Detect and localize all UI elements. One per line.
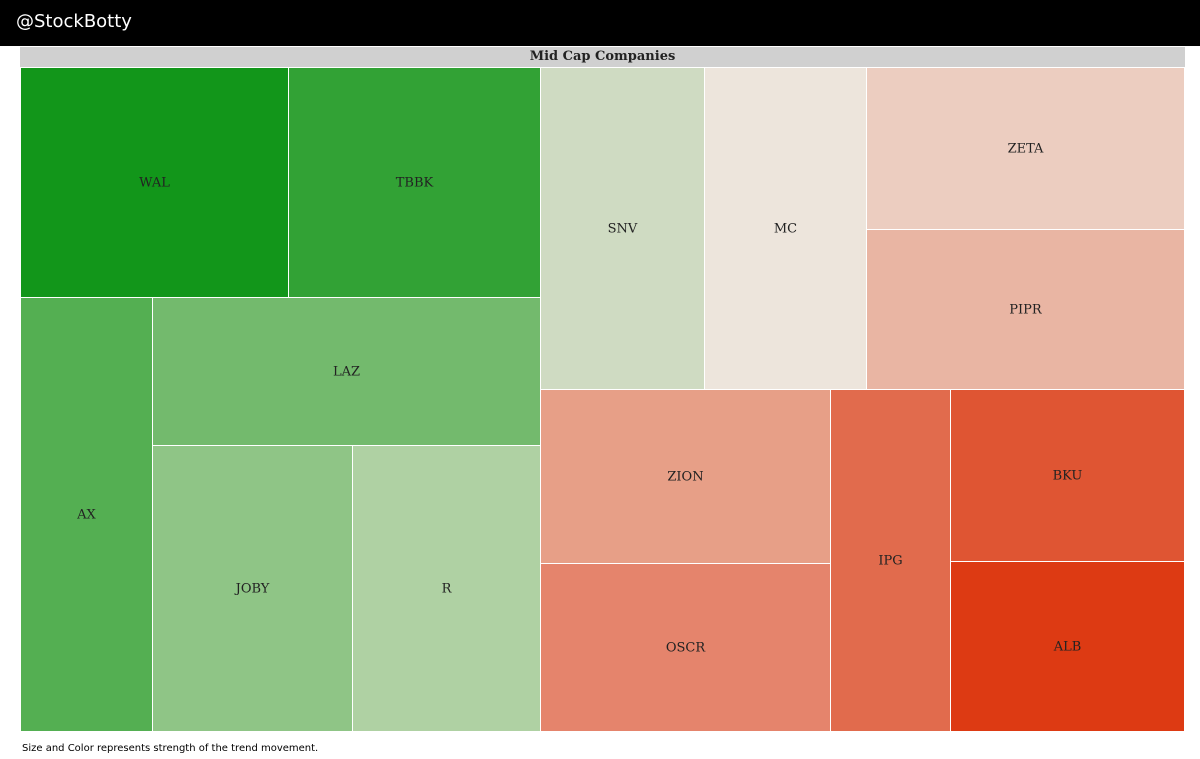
treemap-tile-ipg: IPG [830, 389, 951, 732]
treemap-tile-laz: LAZ [152, 297, 541, 446]
tile-label: ZION [667, 469, 704, 484]
treemap-tile-r: R [352, 445, 541, 732]
treemap-tile-mc: MC [704, 67, 867, 390]
app-header: @StockBotty [0, 0, 1200, 46]
treemap-tile-pipr: PIPR [866, 229, 1185, 390]
tile-label: ZETA [1007, 141, 1044, 156]
treemap-tile-bku: BKU [950, 389, 1185, 562]
brand-handle: @StockBotty [16, 11, 132, 32]
treemap: WAL TBBK AX LAZ JOBY R SNV MC ZETA PIPR ZION OSCR IP… [20, 67, 1185, 732]
treemap-tile-joby: JOBY [152, 445, 353, 732]
tile-label: TBBK [395, 175, 434, 190]
treemap-tile-wal: WAL [20, 67, 289, 298]
treemap-tile-oscr: OSCR [540, 563, 831, 732]
tile-label: JOBY [235, 581, 270, 596]
chart-title-bar: Mid Cap Companies [20, 47, 1185, 67]
tile-label: LAZ [332, 364, 361, 379]
tile-label: ALB [1053, 639, 1082, 654]
tile-label: IPG [878, 553, 903, 568]
treemap-tile-snv: SNV [540, 67, 705, 390]
treemap-tile-ax: AX [20, 297, 153, 732]
tile-label: R [441, 581, 452, 596]
tile-label: AX [77, 507, 96, 522]
treemap-tile-zion: ZION [540, 389, 831, 564]
treemap-tile-tbbk: TBBK [288, 67, 541, 298]
chart-footnote: Size and Color represents strength of th… [22, 743, 319, 754]
treemap-tile-zeta: ZETA [866, 67, 1185, 230]
tile-label: WAL [139, 175, 170, 190]
chart-title: Mid Cap Companies [529, 49, 676, 64]
tile-label: PIPR [1009, 302, 1042, 317]
tile-label: OSCR [665, 640, 706, 655]
tile-label: MC [773, 221, 798, 236]
treemap-tile-alb: ALB [950, 561, 1185, 732]
tile-label: SNV [607, 221, 638, 236]
tile-label: BKU [1052, 468, 1083, 483]
